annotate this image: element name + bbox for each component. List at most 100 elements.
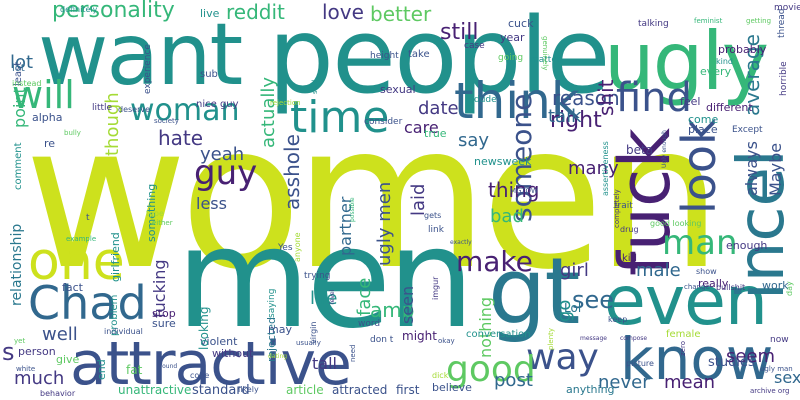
cloud-word: sure — [152, 317, 176, 330]
cloud-word: level — [329, 289, 336, 304]
cloud-word: yet — [14, 337, 26, 345]
cloud-word: without — [212, 347, 254, 360]
cloud-word: women — [24, 81, 723, 314]
cloud-word: still — [440, 20, 479, 45]
cloud-word: always — [742, 141, 761, 196]
cloud-word: violent — [200, 335, 238, 348]
cloud-word: right — [550, 108, 602, 133]
cloud-word: attracted — [332, 383, 388, 397]
cloud-word: come — [688, 113, 719, 126]
cloud-word: kind — [716, 57, 734, 66]
cloud-word: gt — [488, 238, 580, 345]
cloud-word: think — [454, 72, 580, 130]
cloud-word: MGTOW — [510, 187, 538, 195]
cloud-word: said — [311, 79, 319, 94]
cloud-word: time — [290, 92, 390, 143]
cloud-word: newsweek — [474, 155, 532, 168]
cloud-word: white — [16, 365, 36, 373]
cloud-word: really — [698, 277, 729, 290]
cloud-word: deserve — [118, 105, 151, 114]
cloud-word: rejection — [270, 99, 301, 107]
cloud-word: need — [349, 344, 357, 363]
cloud-word: Except — [732, 125, 763, 135]
cloud-word: keep — [608, 315, 628, 324]
cloud-word: dude — [474, 95, 497, 105]
cloud-word: female — [666, 329, 701, 340]
cloud-word: good looking — [650, 219, 702, 228]
cloud-word: nice guy — [196, 99, 239, 110]
cloud-word: dick — [432, 371, 449, 380]
cloud-word: man — [662, 223, 738, 263]
cloud-word: usually — [296, 339, 321, 347]
cloud-word: sex — [774, 368, 800, 387]
cloud-word: movie — [774, 3, 800, 13]
cloud-word: Maybe — [766, 142, 785, 196]
cloud-word: definitely — [60, 5, 98, 14]
cloud-word: link — [428, 225, 444, 235]
cloud-word: men — [176, 198, 475, 359]
cloud-word: sexual — [380, 83, 416, 96]
cloud-word: t — [86, 213, 90, 223]
cloud-word: getting — [746, 17, 772, 25]
cloud-word: girlfriend — [109, 232, 122, 282]
cloud-word: show — [696, 267, 717, 276]
cloud-word: feminist — [694, 17, 723, 25]
cloud-word: actually — [258, 76, 279, 148]
cloud-word: much — [14, 368, 65, 389]
cloud-word: less — [196, 194, 227, 213]
cloud-word: nothing — [476, 296, 495, 358]
cloud-word: make — [456, 245, 533, 278]
cloud-word: unattractive — [118, 383, 192, 397]
cloud-word: instead — [12, 79, 42, 88]
cloud-word: point — [10, 87, 29, 128]
cloud-word: guy — [194, 153, 258, 193]
cloud-word: conversation — [466, 329, 531, 340]
cloud-word: probably — [718, 43, 767, 56]
cloud-word: may — [268, 323, 292, 336]
cloud-word: example — [66, 235, 97, 243]
cloud-word: Yes — [278, 243, 293, 253]
cloud-word: gets — [424, 211, 442, 220]
cloud-word: first — [396, 383, 420, 397]
cloud-word: kid — [622, 253, 637, 264]
cloud-word: zero — [679, 341, 687, 356]
cloud-word: stop — [152, 307, 176, 320]
cloud-word: day — [785, 281, 794, 296]
cloud-word: end — [95, 359, 108, 380]
cloud-word: don t — [370, 335, 394, 345]
cloud-word: bad — [490, 206, 524, 227]
cloud-word: face — [354, 277, 375, 316]
cloud-word: case — [464, 41, 485, 51]
cloud-word: trait — [614, 201, 633, 211]
cloud-word: going — [498, 53, 524, 63]
cloud-word: well — [42, 324, 78, 345]
cloud-word: exactly — [450, 239, 472, 246]
cloud-word: better — [370, 2, 432, 26]
cloud-word: fact — [62, 281, 83, 294]
cloud-word: assertiveness — [601, 141, 610, 196]
cloud-word: never — [598, 372, 650, 393]
cloud-word: compose — [620, 335, 648, 342]
cloud-word: article — [286, 383, 324, 397]
cloud-word: experience — [143, 44, 153, 94]
cloud-word: people — [268, 0, 611, 117]
cloud-word: bullshit — [716, 283, 746, 292]
cloud-word: date — [418, 98, 459, 119]
cloud-word: genuinely — [541, 36, 549, 71]
cloud-word: height — [370, 51, 399, 61]
cloud-word: beta — [626, 143, 654, 157]
cloud-word: love — [322, 0, 364, 24]
cloud-word: girl — [560, 260, 589, 281]
cloud-word: reddit — [226, 0, 285, 24]
cloud-word: talk — [548, 106, 582, 127]
cloud-word: reason — [552, 86, 620, 110]
cloud-word: ugly man — [760, 365, 793, 373]
cloud-word: tall — [312, 354, 337, 373]
cloud-word: way — [526, 337, 599, 378]
cloud-word: okay — [438, 337, 455, 345]
cloud-word: thing — [488, 178, 540, 202]
cloud-word: hate — [158, 126, 204, 150]
cloud-word: might — [402, 329, 437, 343]
cloud-word: person — [18, 345, 56, 358]
